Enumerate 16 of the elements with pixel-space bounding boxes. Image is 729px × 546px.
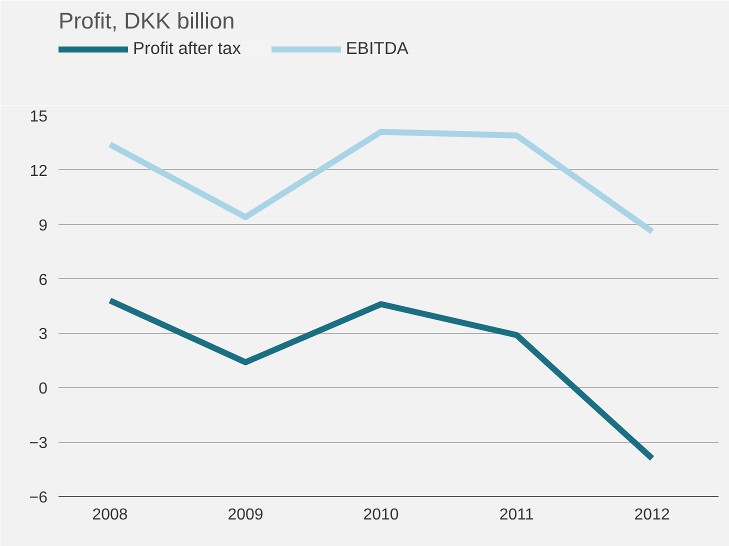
y-tick-label: −3 [29, 435, 48, 452]
y-tick-label: 3 [38, 326, 48, 344]
x-tick-label: 2009 [228, 506, 264, 524]
y-tick-label: 12 [30, 162, 48, 180]
y-tick-label: 9 [38, 217, 48, 234]
x-tick-label: 2012 [634, 506, 670, 524]
y-tick-label: 15 [30, 108, 48, 126]
y-tick-label: 6 [38, 272, 48, 289]
chart-title: Profit, DKK billion [58, 8, 235, 34]
x-tick-label: 2008 [92, 506, 128, 524]
legend-label: Profit after tax [133, 38, 241, 59]
y-tick-label: 0 [38, 380, 48, 398]
x-tick-label: 2010 [363, 506, 399, 524]
x-tick-label: 2011 [499, 506, 534, 524]
y-tick-label: −6 [29, 490, 48, 506]
legend-label: EBITDA [346, 38, 408, 59]
